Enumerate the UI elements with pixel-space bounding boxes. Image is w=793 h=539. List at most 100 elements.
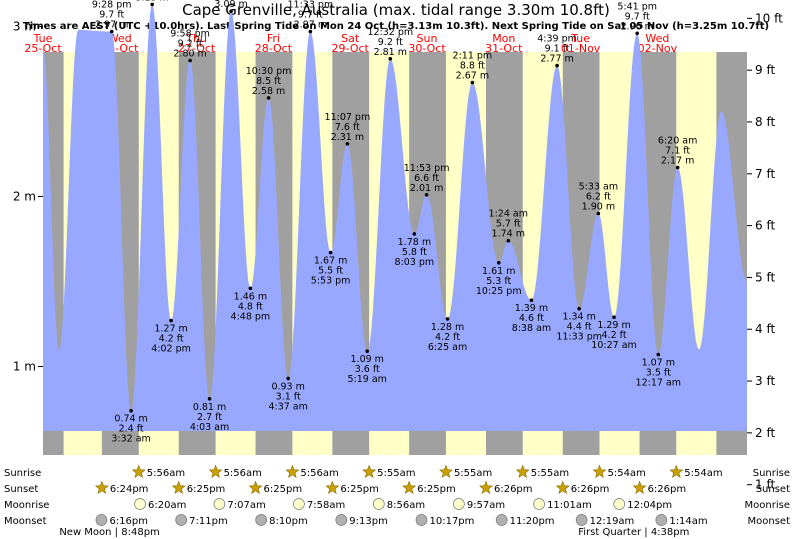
low-tide-label: 0.93 m	[271, 381, 304, 392]
moon-icon	[255, 514, 267, 526]
high-tide-label: 2.67 m	[456, 71, 489, 82]
high-tide-point	[109, 29, 114, 34]
low-tide-label: 1.61 m	[482, 266, 515, 277]
high-tide-label: 9.2 ft	[378, 37, 403, 48]
sun-icon	[362, 464, 377, 478]
low-tide-label: 4:02 pm	[151, 344, 191, 355]
day-name: Mon	[492, 32, 515, 45]
moon-icon	[95, 514, 108, 526]
high-tide-point	[388, 57, 393, 61]
low-tide-label: 6:25 am	[428, 342, 467, 353]
moonset-time: 12:19am	[590, 516, 635, 527]
moon-icon	[335, 514, 348, 526]
sunrise-time: 5:56am	[147, 468, 185, 479]
high-tide-label: 2.97 m	[294, 20, 327, 31]
low-tide-label: 8:38 am	[512, 323, 551, 334]
high-tide-point	[506, 238, 511, 243]
ft-tick-label: 3 ft	[755, 374, 775, 388]
low-tide-label: 1.67 m	[314, 256, 347, 267]
ft-tick-label: 9 ft	[755, 63, 775, 77]
high-tide-label: 5.7 ft	[496, 219, 521, 230]
high-tide-label: 8.5 ft	[256, 76, 281, 87]
sun-icon	[325, 480, 340, 494]
moonrise-time: 9:57am	[467, 500, 505, 511]
high-tide-point	[470, 80, 475, 85]
high-tide-point	[635, 31, 639, 36]
high-tide-point	[424, 193, 429, 197]
moonrise-time: 6:20am	[148, 500, 186, 511]
high-tide-label: 3.13 m	[135, 0, 168, 3]
high-tide-label: 11:07 pm	[325, 112, 371, 123]
sun-moon-events: Sunrise Sunrise Sunset Sunset Moonrise Moonri…	[4, 464, 790, 538]
day-date: 31-Oct	[485, 42, 523, 55]
moon-icon	[575, 514, 588, 526]
low-tide-label: 4.4 ft	[567, 322, 592, 333]
sunrise-time: 5:55am	[454, 468, 492, 479]
high-tide-label: 5:33 am	[579, 182, 618, 193]
high-tide-label: 4:39 pm	[537, 34, 577, 45]
low-tide-point	[207, 397, 212, 401]
day-headers: Tue25-OctWed26-OctThu27-OctFri28-OctSat2…	[24, 32, 677, 55]
high-tide-label: 5:41 pm	[617, 1, 657, 12]
high-tide-label: 9:58 pm	[170, 29, 210, 40]
moon-icon	[613, 498, 626, 510]
ft-tick-label: 4 ft	[755, 322, 775, 336]
low-tide-point	[286, 376, 290, 381]
ft-tick-label: 5 ft	[755, 270, 775, 284]
low-tide-point	[412, 232, 417, 236]
day-date: 28-Oct	[255, 42, 293, 55]
low-tide-point	[365, 349, 370, 354]
sun-icon	[479, 480, 493, 494]
low-tide-label: 5.8 ft	[402, 247, 427, 258]
moon-icon	[415, 514, 428, 526]
high-tide-label: 9.2 ft	[178, 39, 203, 50]
high-tide-label: 1.74 m	[492, 229, 525, 240]
m-tick-label: 3 m	[13, 20, 36, 34]
low-tide-label: 4.2 ft	[159, 334, 184, 345]
low-tide-label: 1.78 m	[398, 237, 431, 248]
low-tide-label: 8:03 pm	[395, 257, 435, 268]
moon-icon	[293, 498, 305, 510]
high-tide-label: 2.96 m	[620, 21, 653, 32]
high-tide-label: 9.7 ft	[298, 10, 323, 21]
high-tide-point	[150, 2, 154, 7]
sun-icon	[515, 464, 530, 478]
ft-tick-label: 1 ft	[755, 478, 775, 492]
high-tide-point	[345, 142, 350, 146]
low-tide-label: 4:37 am	[268, 401, 307, 412]
day-date: 02-Nov	[638, 42, 678, 55]
low-tide-label: 1.39 m	[515, 303, 548, 314]
moonset-time: 6:16pm	[109, 516, 148, 527]
high-tide-label: 2.80 m	[173, 49, 206, 60]
high-tide-label: 2.17 m	[661, 156, 694, 167]
moonrise-time: 7:07am	[227, 500, 265, 511]
moonset-time: 8:10pm	[269, 516, 308, 527]
moon-icon	[134, 498, 146, 510]
high-tide-label: 9.7 ft	[99, 10, 124, 21]
low-tide-point	[612, 315, 616, 320]
sunset-time: 6:24pm	[110, 484, 149, 495]
day-name: Fri	[267, 32, 280, 45]
low-tide-label: 4.2 ft	[435, 332, 460, 343]
moon-phase: New Moon | 8:48pm	[59, 527, 159, 538]
low-tide-label: 1.27 m	[154, 324, 187, 335]
low-tide-label: 4.8 ft	[238, 301, 263, 312]
day-date: 29-Oct	[332, 42, 370, 55]
ft-tick-label: 7 ft	[755, 167, 775, 181]
day-name: Thu	[185, 32, 207, 45]
ft-tick-label: 8 ft	[755, 115, 775, 129]
tide-curve	[43, 4, 747, 431]
low-tide-label: 4:48 pm	[231, 311, 271, 322]
high-tide-label: 6.6 ft	[414, 173, 439, 184]
day-name: Wed	[645, 32, 669, 45]
low-tide-point	[496, 261, 501, 265]
low-tide-label: 2.4 ft	[119, 424, 144, 435]
high-tide-label: 10:30 pm	[246, 66, 292, 77]
sunset-time: 6:25pm	[264, 484, 303, 495]
sunrise-time: 5:56am	[224, 468, 262, 479]
sunset-time: 6:26pm	[494, 484, 533, 495]
row-label-right: Sunrise	[753, 468, 790, 479]
sun-icon	[555, 480, 570, 494]
low-tide-label: 3.5 ft	[646, 368, 671, 379]
low-tide-label: 1.46 m	[234, 291, 267, 302]
